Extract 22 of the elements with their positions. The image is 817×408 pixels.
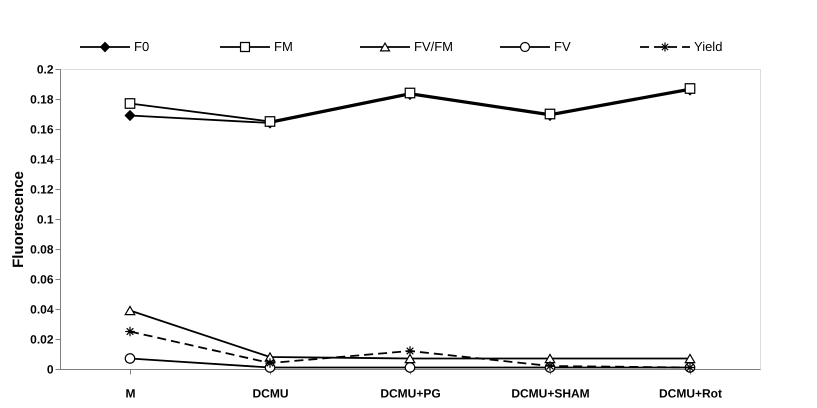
y-tick-label: 0.16 [30,122,54,136]
legend-label: FM [274,39,293,54]
x-tick-label: M [126,386,136,400]
y-tick-label: 0.1 [36,212,54,226]
legend-label: FV [554,39,571,54]
x-tick-label: DCMU+PG [380,386,441,400]
x-tick-label: DCMU+SHAM [511,386,590,400]
legend-label: Yield [694,39,722,54]
y-tick-label: 0.12 [30,182,54,196]
y-tick-label: 0.14 [30,152,54,166]
x-tick-label: DCMU [252,386,288,400]
y-tick-label: 0.06 [30,272,54,286]
y-tick-label: 0.18 [30,92,54,106]
y-axis-title: Fluorescence [10,171,28,268]
y-tick-label: 0.04 [30,302,54,316]
y-tick-label: 0.08 [30,242,54,256]
y-tick-label: 0 [46,362,54,376]
y-tick-label: 0.2 [36,62,54,76]
legend-label: FV/FM [414,39,453,54]
y-tick-label: 0.02 [30,332,54,346]
x-tick-label: DCMU+Rot [659,386,722,400]
legend-label: F0 [134,39,150,54]
